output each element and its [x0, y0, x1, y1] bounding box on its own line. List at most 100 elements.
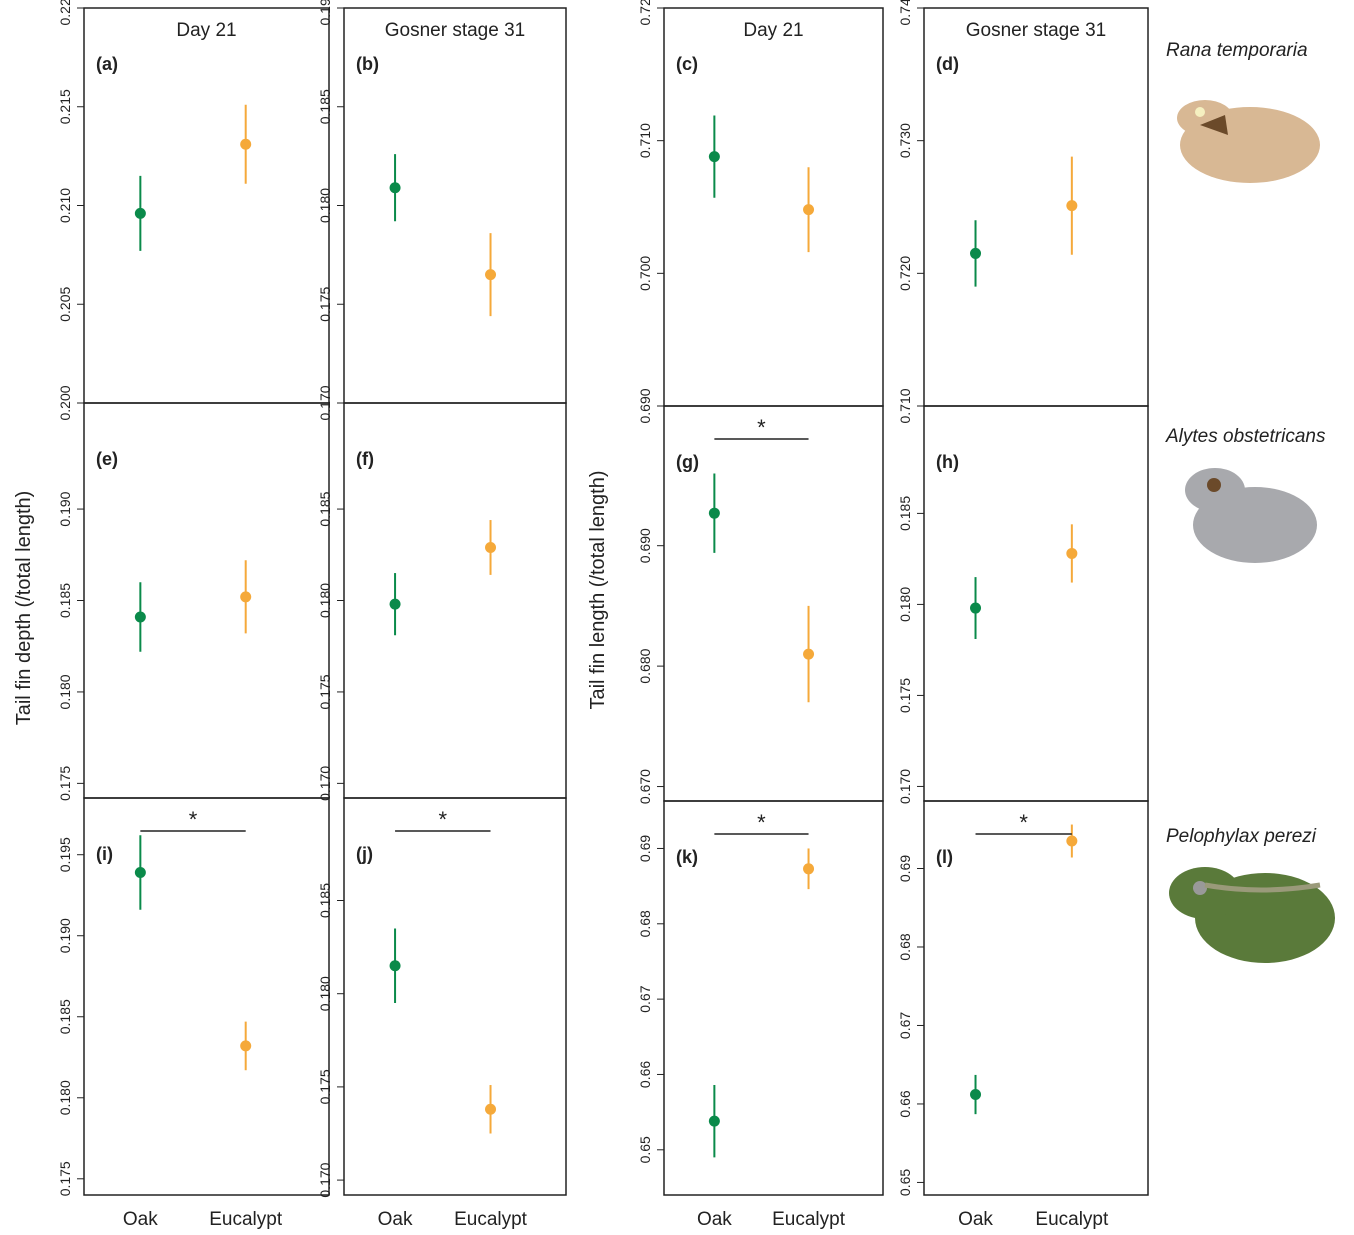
point	[1066, 836, 1077, 847]
y-tick-label: 0.190	[57, 491, 73, 526]
y-tick-label: 0.710	[637, 123, 653, 158]
panel-label: (i)	[96, 844, 113, 864]
y-tick-label: 0.170	[897, 769, 913, 804]
y-tick-label: 0.65	[637, 1136, 653, 1163]
species-label: Alytes obstetricans	[1165, 426, 1326, 447]
panel-label: (f)	[356, 449, 374, 469]
y-tick-label: 0.175	[317, 1069, 333, 1104]
column-title: Day 21	[743, 20, 803, 41]
point	[709, 508, 720, 519]
point	[135, 208, 146, 219]
y-tick-label: 0.68	[637, 910, 653, 937]
y-tick-label: 0.220	[57, 0, 73, 26]
x-tick-label: Eucalypt	[1035, 1209, 1109, 1230]
y-tick-label: 0.180	[897, 587, 913, 622]
panel-frame	[84, 798, 329, 1195]
y-tick-label: 0.200	[57, 385, 73, 420]
y-tick-label: 0.215	[57, 89, 73, 124]
y-tick-label: 0.190	[57, 918, 73, 953]
panel-label: (c)	[676, 54, 698, 74]
point	[970, 248, 981, 259]
y-tick-label: 0.185	[317, 89, 333, 124]
x-tick-label: Oak	[697, 1209, 732, 1230]
y-tick-label: 0.195	[57, 837, 73, 872]
point	[240, 139, 251, 150]
y-tick-label: 0.680	[637, 648, 653, 683]
column-title: Gosner stage 31	[385, 20, 525, 41]
column-title: Gosner stage 31	[966, 20, 1106, 41]
x-tick-label: Oak	[378, 1209, 413, 1230]
species-label: Pelophylax perezi	[1166, 826, 1317, 847]
y-tick-label: 0.180	[57, 674, 73, 709]
y-tick-label: 0.69	[897, 855, 913, 882]
point	[803, 204, 814, 215]
y-tick-label: 0.180	[317, 188, 333, 223]
y-tick-label: 0.65	[897, 1169, 913, 1196]
y-axis-title: Tail fin depth (/total length)	[13, 491, 35, 726]
panel-label: (k)	[676, 847, 698, 867]
y-tick-label: 0.175	[57, 766, 73, 801]
y-tick-label: 0.185	[57, 583, 73, 618]
point	[485, 1104, 496, 1115]
y-tick-label: 0.175	[317, 287, 333, 322]
point	[135, 611, 146, 622]
point	[709, 1116, 720, 1127]
significance-mark: *	[439, 807, 448, 832]
frog-illustration	[1185, 468, 1317, 563]
y-tick-label: 0.190	[317, 0, 333, 26]
y-tick-label: 0.690	[637, 388, 653, 423]
y-tick-label: 0.205	[57, 287, 73, 322]
panel-label: (a)	[96, 54, 118, 74]
y-tick-label: 0.180	[57, 1080, 73, 1115]
x-tick-label: Oak	[958, 1209, 993, 1230]
species-label: Rana temporaria	[1166, 40, 1308, 61]
point	[970, 1089, 981, 1100]
point	[240, 591, 251, 602]
x-tick-label: Eucalypt	[454, 1209, 528, 1230]
point	[803, 863, 814, 874]
y-tick-label: 0.67	[897, 1012, 913, 1039]
point	[390, 960, 401, 971]
panel-label: (l)	[936, 847, 953, 867]
y-tick-label: 0.720	[637, 0, 653, 26]
y-tick-label: 0.175	[897, 678, 913, 713]
y-axis-title: Tail fin length (/total length)	[587, 470, 609, 709]
point	[485, 542, 496, 553]
y-tick-label: 0.700	[637, 256, 653, 291]
y-tick-label: 0.710	[897, 388, 913, 423]
panel-frame	[84, 8, 329, 403]
y-tick-label: 0.66	[637, 1061, 653, 1088]
y-tick-label: 0.185	[317, 883, 333, 918]
panel-label: (d)	[936, 54, 959, 74]
panel-label: (e)	[96, 449, 118, 469]
y-tick-label: 0.170	[317, 766, 333, 801]
point	[1066, 548, 1077, 559]
panel-frame	[924, 801, 1148, 1195]
y-tick-label: 0.69	[637, 835, 653, 862]
significance-mark: *	[189, 807, 198, 832]
y-tick-label: 0.670	[637, 769, 653, 804]
y-tick-label: 0.720	[897, 256, 913, 291]
y-tick-label: 0.68	[897, 933, 913, 960]
y-tick-label: 0.690	[637, 528, 653, 563]
y-tick-label: 0.210	[57, 188, 73, 223]
significance-mark: *	[1019, 810, 1028, 835]
x-tick-label: Eucalypt	[209, 1209, 283, 1230]
significance-mark: *	[757, 810, 766, 835]
y-tick-label: 0.180	[317, 976, 333, 1011]
panel-label: (g)	[676, 452, 699, 472]
point	[240, 1040, 251, 1051]
y-tick-label: 0.185	[897, 496, 913, 531]
y-tick-label: 0.180	[317, 583, 333, 618]
y-tick-label: 0.740	[897, 0, 913, 26]
panel-label: (h)	[936, 452, 959, 472]
y-tick-label: 0.175	[317, 674, 333, 709]
panel-label: (j)	[356, 844, 373, 864]
y-tick-label: 0.66	[897, 1090, 913, 1117]
y-tick-label: 0.170	[317, 1162, 333, 1197]
point	[135, 867, 146, 878]
y-tick-label: 0.175	[57, 1161, 73, 1196]
y-tick-label: 0.67	[637, 985, 653, 1012]
significance-mark: *	[757, 415, 766, 440]
y-tick-label: 0.185	[317, 491, 333, 526]
